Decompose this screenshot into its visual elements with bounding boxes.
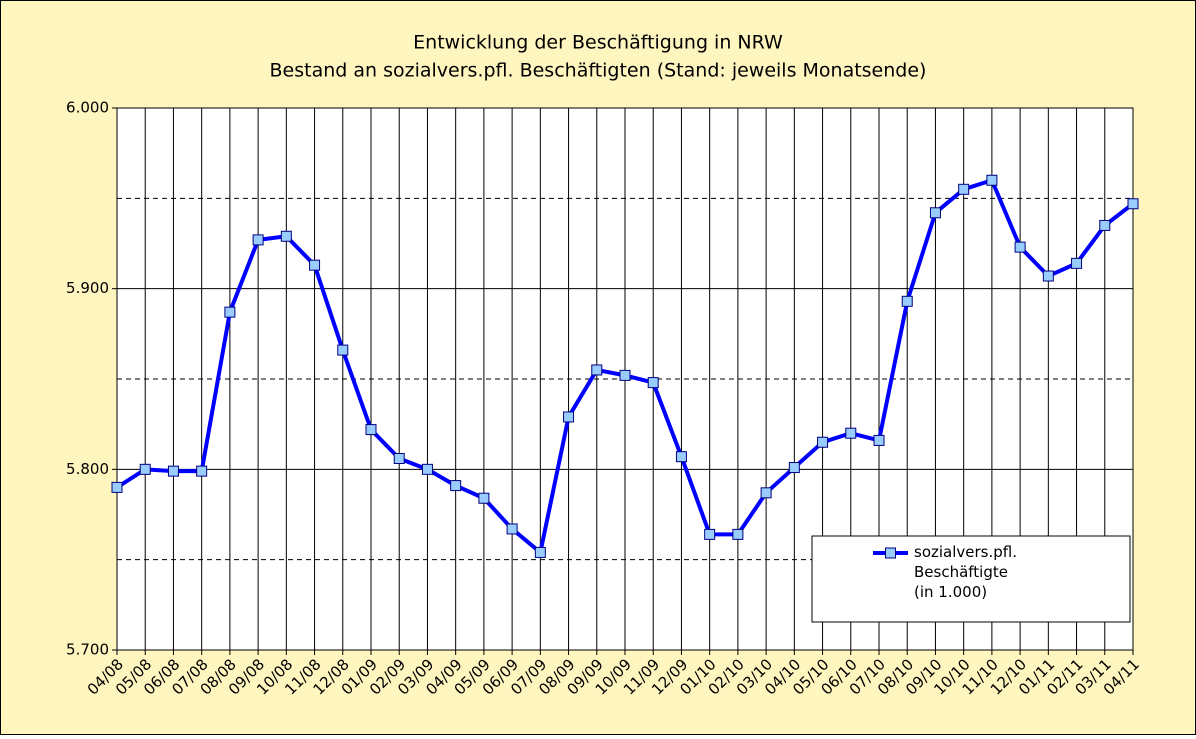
data-point <box>929 207 941 219</box>
legend-marker <box>885 547 896 559</box>
data-point <box>591 364 603 376</box>
data-point <box>704 528 716 540</box>
data-point <box>901 295 913 307</box>
data-point <box>393 452 405 464</box>
data-point <box>845 427 857 439</box>
legend-label: sozialvers.pfl. Beschäftigte (in 1.000) <box>914 543 1017 601</box>
data-point <box>506 523 518 535</box>
legend-text-box: sozialvers.pfl. Beschäftigte (in 1.000) <box>914 543 1017 601</box>
data-point <box>534 546 546 558</box>
data-point <box>111 481 123 493</box>
data-point <box>196 465 208 477</box>
data-point <box>224 306 236 318</box>
data-point <box>732 528 744 540</box>
data-point <box>478 492 490 504</box>
data-point <box>1042 270 1054 282</box>
data-point <box>167 465 179 477</box>
data-point <box>337 344 349 356</box>
y-tick-label: 5.700 <box>66 641 109 659</box>
data-point <box>252 234 264 246</box>
y-tick-label: 5.800 <box>66 460 109 478</box>
data-point <box>1014 241 1026 253</box>
data-point <box>1127 198 1139 210</box>
data-point <box>309 259 321 271</box>
data-point <box>760 487 772 499</box>
data-point <box>788 462 800 474</box>
chart-subtitle: Bestand an sozialvers.pfl. Beschäftigten… <box>270 60 927 82</box>
data-point <box>986 174 998 186</box>
data-point <box>619 369 631 381</box>
data-point <box>139 463 151 475</box>
data-point <box>1099 219 1111 231</box>
data-point <box>817 436 829 448</box>
data-point <box>421 463 433 475</box>
y-tick-label: 6.000 <box>66 99 109 117</box>
data-point <box>647 377 659 389</box>
y-tick-label: 5.900 <box>66 279 109 297</box>
data-point <box>1071 257 1083 269</box>
data-point <box>365 424 377 436</box>
data-point <box>873 434 885 446</box>
data-point <box>280 230 292 242</box>
legend-box <box>811 535 1131 623</box>
chart-title: Entwicklung der Beschäftigung in NRW <box>413 32 783 54</box>
data-point <box>958 183 970 195</box>
data-point <box>675 451 687 463</box>
data-point <box>450 480 462 492</box>
data-point <box>563 411 575 423</box>
